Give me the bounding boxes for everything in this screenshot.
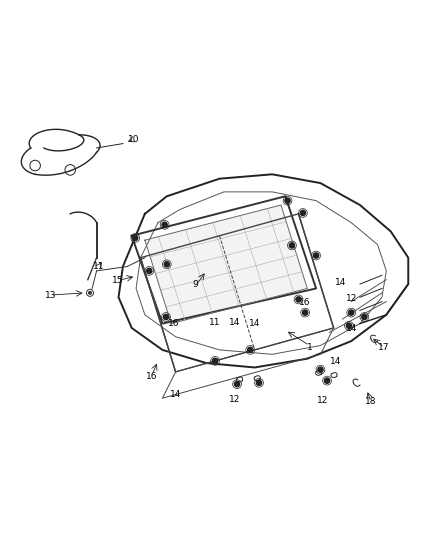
- Circle shape: [346, 323, 351, 328]
- Text: 10: 10: [128, 135, 139, 144]
- Text: 14: 14: [170, 390, 181, 399]
- Circle shape: [162, 222, 167, 228]
- Circle shape: [324, 378, 329, 383]
- Text: 14: 14: [229, 318, 240, 327]
- Text: 17: 17: [378, 343, 389, 352]
- Circle shape: [300, 211, 305, 215]
- Circle shape: [317, 367, 322, 372]
- Text: 14: 14: [334, 278, 345, 287]
- Circle shape: [164, 262, 169, 267]
- Circle shape: [234, 382, 239, 387]
- Text: 1: 1: [306, 343, 312, 352]
- Circle shape: [295, 297, 300, 302]
- Polygon shape: [145, 205, 307, 324]
- Text: 15: 15: [112, 276, 123, 285]
- Text: 14: 14: [345, 325, 356, 333]
- Circle shape: [88, 292, 91, 294]
- Circle shape: [289, 243, 294, 248]
- Circle shape: [313, 253, 318, 258]
- Circle shape: [284, 198, 290, 203]
- Circle shape: [212, 358, 217, 364]
- Circle shape: [163, 314, 168, 320]
- Circle shape: [256, 380, 261, 385]
- Circle shape: [361, 314, 366, 320]
- Text: 16: 16: [299, 298, 310, 307]
- Text: 12: 12: [345, 294, 356, 303]
- Circle shape: [132, 236, 138, 240]
- Circle shape: [302, 310, 307, 315]
- Text: 14: 14: [248, 319, 260, 328]
- Text: 11: 11: [93, 262, 104, 271]
- Text: 16: 16: [145, 372, 157, 381]
- Text: 13: 13: [45, 290, 56, 300]
- Text: 12: 12: [316, 396, 328, 405]
- Text: 11: 11: [208, 318, 219, 327]
- Text: 18: 18: [364, 397, 376, 406]
- Text: 12: 12: [229, 394, 240, 403]
- Circle shape: [348, 310, 353, 315]
- Circle shape: [247, 348, 252, 352]
- Text: 14: 14: [329, 357, 341, 366]
- Text: 9: 9: [192, 280, 198, 289]
- Circle shape: [146, 268, 152, 273]
- Text: 16: 16: [167, 319, 179, 328]
